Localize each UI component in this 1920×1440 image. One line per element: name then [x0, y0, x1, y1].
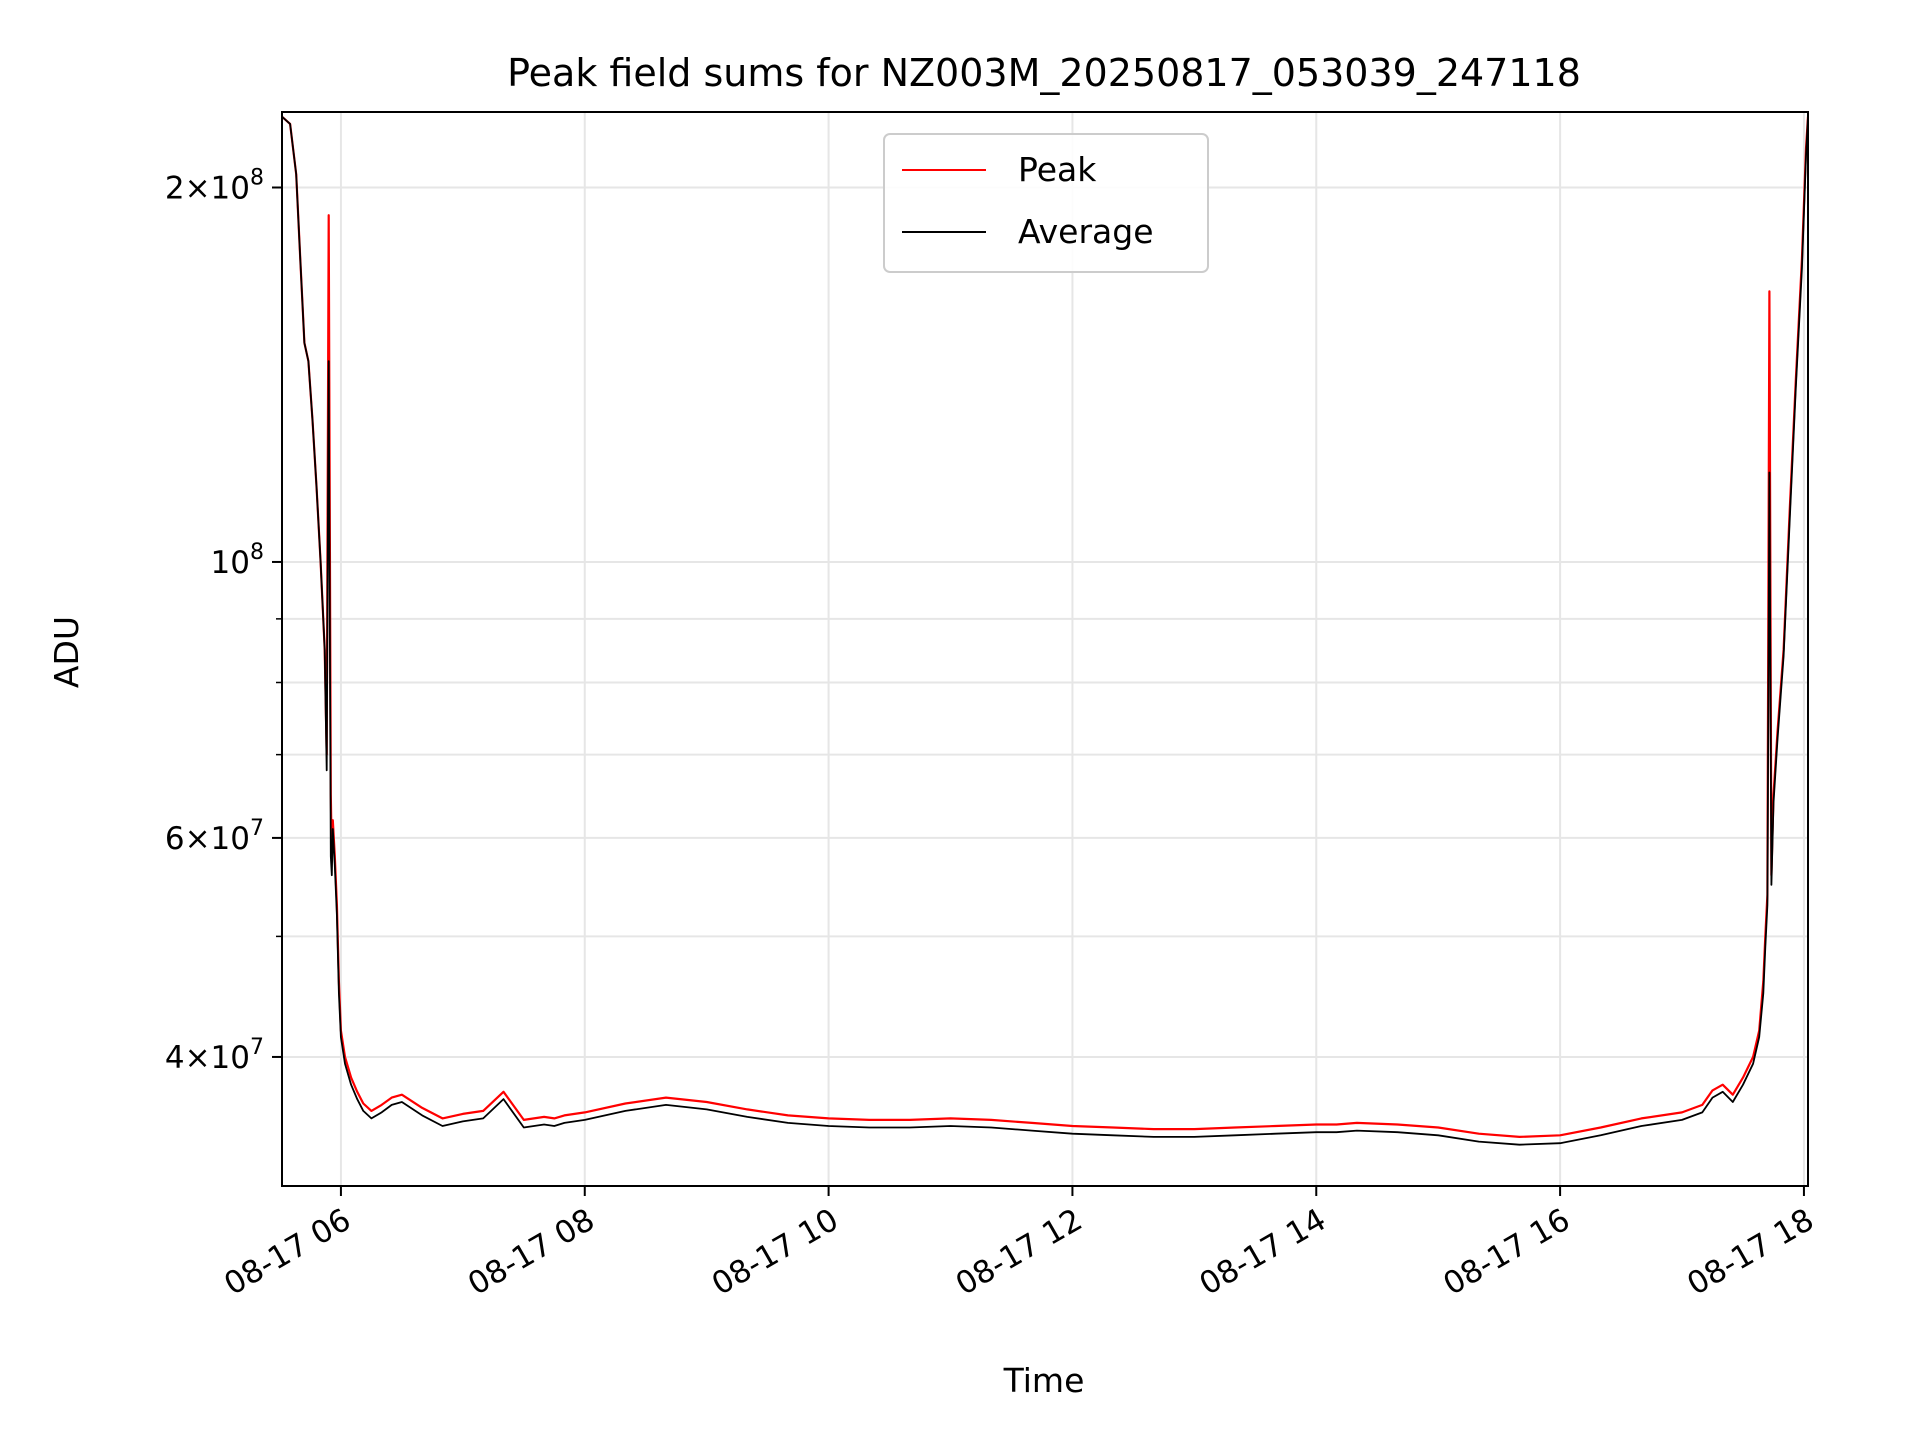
legend-label-peak: Peak — [1018, 150, 1097, 189]
series-line-average — [282, 116, 1808, 1146]
legend-box — [883, 133, 1209, 273]
axes-frame — [281, 111, 1809, 1187]
chart-title: Peak field sums for NZ003M_20250817_0530… — [507, 51, 1581, 95]
y-tick-label: 4×107 — [165, 1035, 264, 1076]
y-tick-label: 6×107 — [165, 816, 264, 857]
legend: Peak Average — [883, 133, 1209, 273]
x-axis-label: Time — [1003, 1361, 1085, 1400]
series-line-peak — [282, 115, 1808, 1138]
y-tick-label: 108 — [211, 540, 264, 581]
legend-label-average: Average — [1018, 212, 1154, 251]
y-tick-label: 2×108 — [165, 166, 264, 207]
y-axis-label: ADU — [47, 616, 86, 688]
